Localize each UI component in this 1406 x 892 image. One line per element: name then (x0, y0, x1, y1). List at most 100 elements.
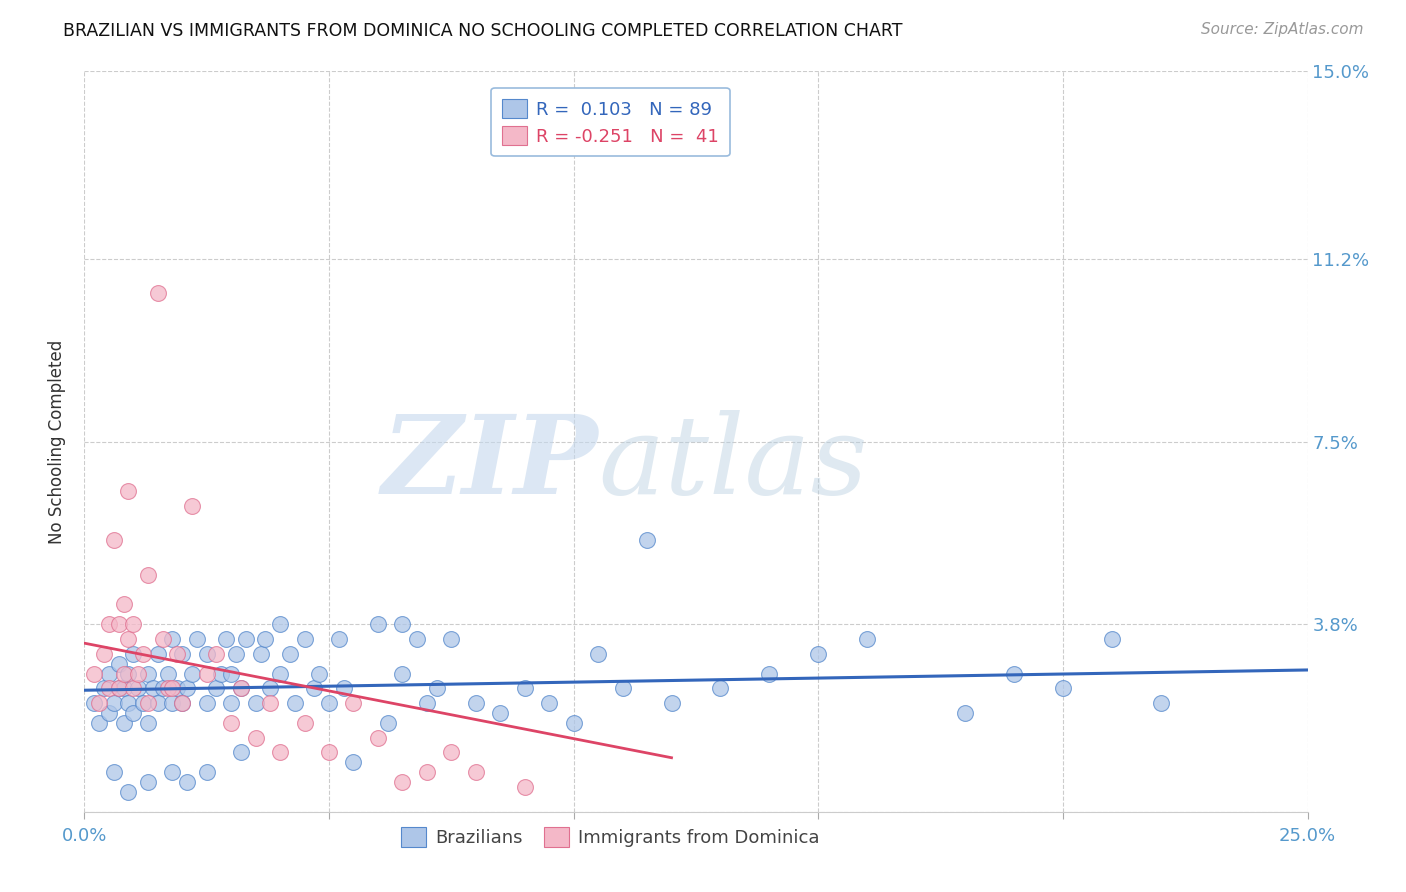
Point (1150, 696, 1173, 710)
Point (136, 666, 159, 681)
Point (332, 681, 354, 696)
Point (1002, 666, 1025, 681)
Point (87, 696, 110, 710)
Point (440, 746, 463, 760)
Point (328, 632, 350, 646)
Point (136, 715, 159, 730)
Point (219, 696, 242, 710)
Point (269, 617, 291, 632)
Point (225, 647, 247, 661)
Point (245, 731, 267, 745)
Point (367, 731, 389, 745)
Point (186, 632, 208, 646)
Point (205, 681, 228, 696)
Point (586, 647, 609, 661)
Point (117, 483, 139, 498)
Point (103, 696, 125, 710)
Point (229, 681, 252, 696)
Legend: Brazilians, Immigrants from Dominica: Brazilians, Immigrants from Dominica (389, 817, 831, 858)
Point (152, 681, 174, 696)
Point (318, 746, 340, 760)
Point (156, 681, 179, 696)
Text: ZIP: ZIP (381, 410, 598, 517)
Point (112, 715, 135, 730)
Point (953, 706, 976, 720)
Point (856, 632, 879, 646)
Point (107, 657, 129, 671)
Point (278, 647, 301, 661)
Point (269, 666, 291, 681)
Point (112, 666, 135, 681)
Point (117, 696, 139, 710)
Text: BRAZILIAN VS IMMIGRANTS FROM DOMINICA NO SCHOOLING COMPLETED CORRELATION CHART: BRAZILIAN VS IMMIGRANTS FROM DOMINICA NO… (63, 22, 903, 40)
Point (127, 666, 149, 681)
Point (318, 696, 340, 710)
Point (83, 696, 105, 710)
Point (562, 715, 585, 730)
Point (513, 780, 536, 794)
Point (117, 666, 139, 681)
Point (294, 632, 316, 646)
Point (416, 765, 439, 780)
Point (513, 681, 536, 696)
Point (758, 666, 780, 681)
Point (122, 647, 145, 661)
Point (391, 775, 413, 789)
Y-axis label: No Schooling Completed: No Schooling Completed (48, 340, 66, 543)
Point (156, 666, 179, 681)
Point (219, 666, 242, 681)
Point (259, 696, 281, 710)
Point (172, 696, 194, 710)
Point (97, 706, 120, 720)
Point (229, 746, 252, 760)
Point (103, 765, 125, 780)
Point (117, 632, 139, 646)
Point (181, 666, 204, 681)
Point (112, 598, 135, 612)
Point (342, 756, 364, 770)
Point (489, 706, 512, 720)
Point (391, 617, 413, 632)
Point (709, 681, 731, 696)
Point (195, 666, 218, 681)
Text: Source: ZipAtlas.com: Source: ZipAtlas.com (1201, 22, 1364, 37)
Point (377, 715, 399, 730)
Point (93, 647, 115, 661)
Point (235, 632, 257, 646)
Point (367, 617, 389, 632)
Point (87, 715, 110, 730)
Point (215, 632, 238, 646)
Point (162, 632, 184, 646)
Point (661, 696, 683, 710)
Point (132, 647, 155, 661)
Point (107, 681, 129, 696)
Point (308, 666, 330, 681)
Point (162, 681, 184, 696)
Point (172, 647, 194, 661)
Point (166, 647, 188, 661)
Point (195, 696, 218, 710)
Point (152, 632, 174, 646)
Point (636, 533, 658, 548)
Point (1052, 681, 1074, 696)
Point (249, 647, 271, 661)
Point (209, 666, 232, 681)
Point (269, 746, 291, 760)
Point (132, 696, 155, 710)
Point (122, 681, 145, 696)
Point (195, 647, 218, 661)
Point (97, 681, 120, 696)
Point (112, 681, 135, 696)
Point (146, 286, 169, 301)
Point (440, 632, 463, 646)
Point (176, 681, 198, 696)
Point (103, 533, 125, 548)
Point (142, 681, 165, 696)
Point (229, 681, 252, 696)
Point (107, 681, 129, 696)
Point (416, 696, 439, 710)
Point (391, 666, 413, 681)
Point (807, 647, 830, 661)
Point (122, 706, 145, 720)
Point (146, 647, 169, 661)
